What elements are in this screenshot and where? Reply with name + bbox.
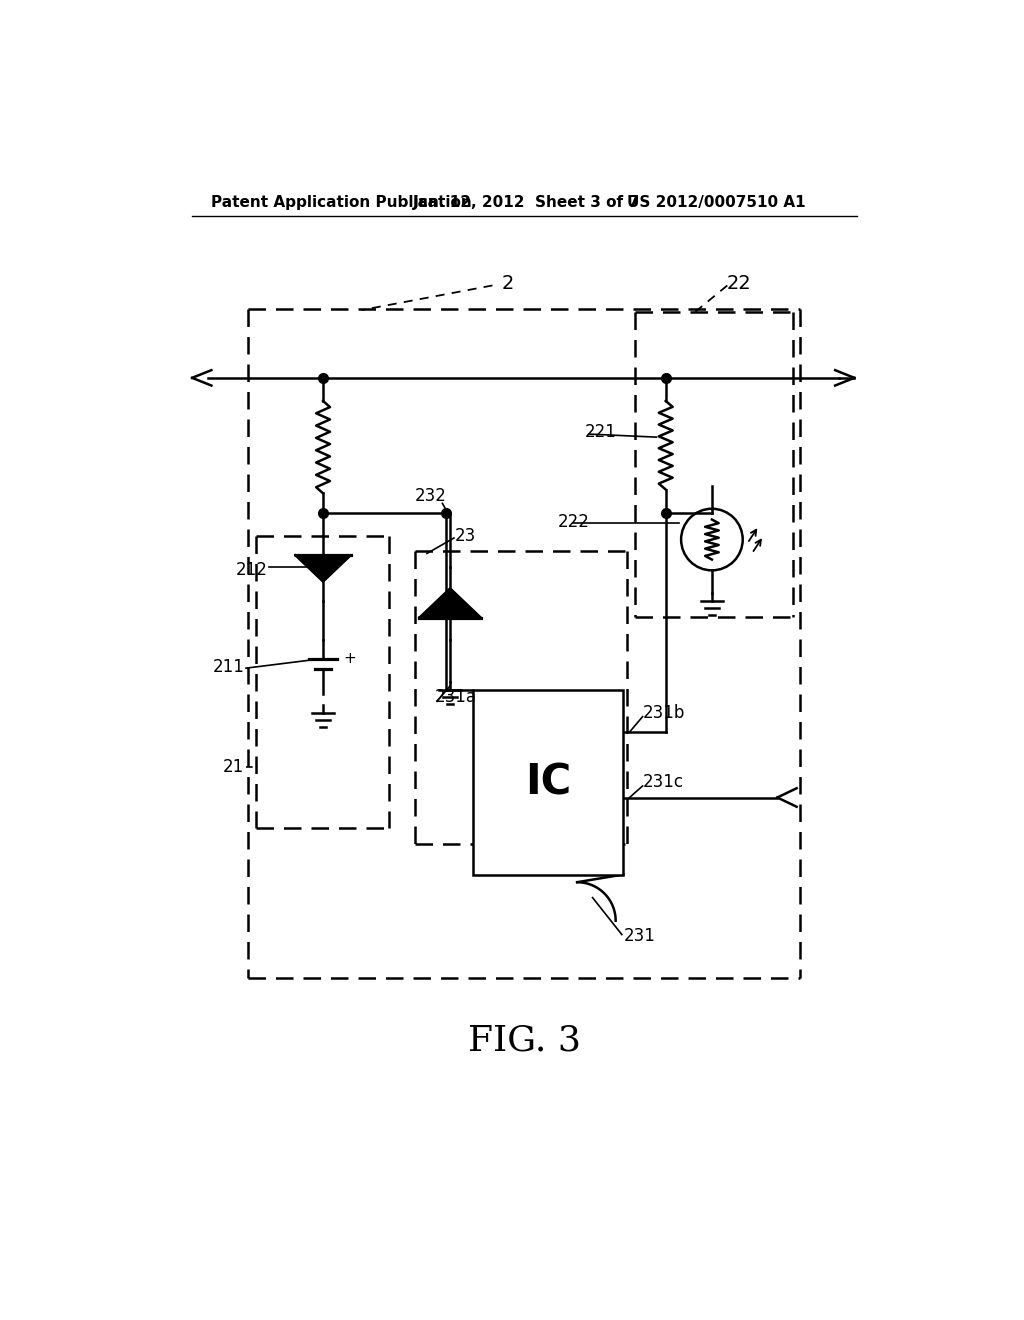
Text: US 2012/0007510 A1: US 2012/0007510 A1 bbox=[628, 195, 806, 210]
Text: 231c: 231c bbox=[643, 774, 684, 791]
Text: +: + bbox=[343, 651, 355, 667]
Text: 231a: 231a bbox=[435, 689, 477, 706]
Text: 2: 2 bbox=[502, 273, 514, 293]
Text: 221: 221 bbox=[585, 422, 616, 441]
Text: 231: 231 bbox=[624, 927, 655, 945]
Text: Patent Application Publication: Patent Application Publication bbox=[211, 195, 472, 210]
Bar bbox=[473, 689, 624, 875]
Text: Jan. 12, 2012  Sheet 3 of 7: Jan. 12, 2012 Sheet 3 of 7 bbox=[413, 195, 640, 210]
Text: 21: 21 bbox=[222, 758, 244, 776]
Text: 211: 211 bbox=[213, 657, 245, 676]
Text: 22: 22 bbox=[726, 273, 752, 293]
Text: 231b: 231b bbox=[643, 704, 685, 722]
Text: 212: 212 bbox=[236, 561, 267, 579]
Polygon shape bbox=[296, 556, 350, 582]
Text: 23: 23 bbox=[455, 527, 476, 545]
Text: 222: 222 bbox=[558, 513, 590, 531]
Text: FIG. 3: FIG. 3 bbox=[468, 1023, 582, 1057]
Text: IC: IC bbox=[525, 762, 571, 803]
Polygon shape bbox=[420, 589, 481, 618]
Text: 232: 232 bbox=[415, 487, 446, 504]
